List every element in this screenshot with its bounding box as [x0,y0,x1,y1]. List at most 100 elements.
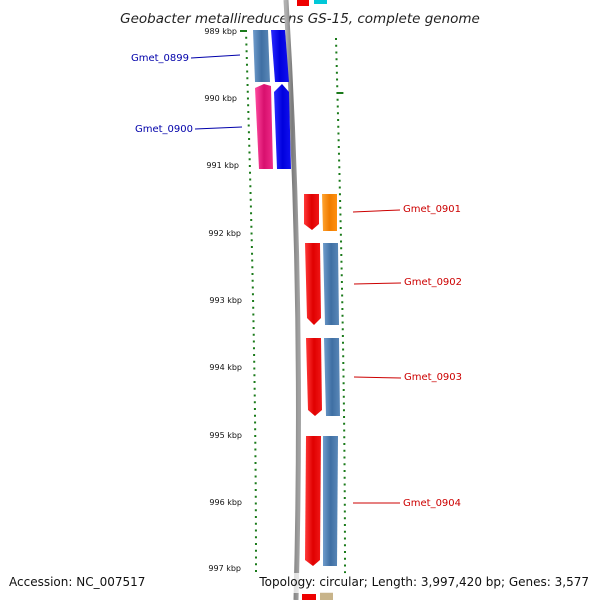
ruler-tick [338,159,341,162]
ruler-tick [250,225,253,228]
gene-gmet-0899-arrow-a[interactable] [253,30,270,82]
ruler-tick [340,260,343,263]
ruler-tick [254,455,257,458]
ruler-tick [252,347,255,350]
gene-gmet-0900-arrow-b[interactable] [274,84,291,169]
gene-gmet-0899-arrow-b[interactable] [271,30,289,82]
ruler-tick [341,308,344,310]
ruler-tick [343,416,346,418]
ruler-tick [342,368,345,371]
ruler-tick [254,468,257,471]
gene-label-gmet-0902[interactable]: Gmet_0902 [404,277,462,288]
ruler-tick [253,414,256,417]
ruler-label-996: 996 kbp [209,498,242,507]
ruler-tick [343,530,346,533]
ruler-tick [251,286,254,289]
gene-partial-top-cyan[interactable] [314,0,327,4]
gene-label-gmet-0904[interactable]: Gmet_0904 [403,498,461,509]
ruler-tick [343,517,346,520]
ruler-tick [248,165,251,167]
ruler-tick [341,341,344,344]
ruler-tick [339,200,342,202]
gene-label-gmet-0900[interactable]: Gmet_0900 [135,124,193,135]
ruler-tick [343,510,346,513]
ruler-tick [250,239,253,242]
ruler-tick [251,279,254,282]
gene-gmet-0902-arrow-a[interactable] [305,243,321,325]
ruler-tick [341,314,344,317]
gene-partial-top-red[interactable] [297,0,309,6]
ruler-tick [338,173,341,175]
gene-label-gmet-0903[interactable]: Gmet_0903 [404,372,462,383]
ruler-tick [341,294,344,297]
ruler-tick [343,490,346,493]
gene-partial-bottom-tan[interactable] [320,592,333,600]
ruler-tick [254,543,257,545]
leader-gmet-0900 [194,126,243,130]
gene-label-gmet-0901[interactable]: Gmet_0901 [403,204,461,215]
ruler-tick [240,30,247,32]
gene-gmet-0903-arrow-a[interactable] [306,338,322,416]
ruler-tick [247,104,250,107]
ruler-tick [252,320,255,323]
ruler-tick [342,402,345,405]
ruler-tick [246,97,249,100]
ruler-label-993: 993 kbp [209,296,242,305]
ruler-tick [343,476,346,479]
gene-gmet-0901[interactable] [304,194,337,231]
gene-gmet-0900[interactable] [255,84,291,169]
ruler-tick [340,274,343,277]
ruler-tick [254,475,257,478]
gene-partial-bottom-red[interactable] [302,594,316,600]
gene-gmet-0904[interactable] [305,436,338,566]
ruler-tick [253,408,256,410]
gene-gmet-0901-arrow-b[interactable] [322,194,337,231]
ruler-tick [250,232,253,235]
ruler-tick [342,395,345,398]
gene-gmet-0900-arrow-a[interactable] [255,84,273,169]
ruler-tick [253,354,256,356]
ruler-tick [251,259,254,262]
ruler-tick [250,246,253,248]
ruler-tick [336,78,339,81]
ruler-tick [246,77,249,80]
ruler-tick [249,185,252,188]
ruler-tick [341,287,344,290]
footer-accession: Accession: NC_007517 [9,575,145,589]
ruler-tick [253,401,256,404]
gene-gmet-0904-arrow-b[interactable] [323,436,338,566]
ruler-tick [245,63,248,66]
gene-gmet-0901-arrow-a[interactable] [304,194,319,230]
ruler-tick [247,131,250,134]
ruler-tick [342,382,345,385]
ruler-tick [254,556,257,559]
gene-gmet-0903[interactable] [306,338,340,416]
ruler-tick [338,166,341,169]
ruler-tick [245,43,248,46]
gene-gmet-0903-arrow-b[interactable] [324,338,340,416]
ruler-tick [254,529,257,532]
ruler-tick [252,300,255,302]
ruler-tick [335,71,338,74]
gene-gmet-0902[interactable] [305,243,339,325]
ruler-tick [338,193,341,196]
ruler-tick [343,463,346,466]
ruler-tick [341,328,344,331]
ruler-tick [337,152,340,155]
ruler-tick [336,98,339,101]
ruler-tick [340,267,343,270]
gene-gmet-0904-arrow-a[interactable] [305,436,321,566]
ruler-label-997: 997 kbp [208,564,241,573]
ruler-tick [339,233,342,236]
ruler-tick [248,144,251,147]
ruler-tick [253,387,256,390]
ruler-tick [343,551,346,553]
gene-label-gmet-0899[interactable]: Gmet_0899 [131,53,189,64]
leader-gmet-0903 [353,376,402,379]
ruler-tick [251,252,254,255]
gene-gmet-0899[interactable] [253,30,289,82]
ruler-tick [336,105,339,108]
ruler-tick [342,362,345,364]
ruler-tick [249,198,252,201]
gene-gmet-0902-arrow-b[interactable] [323,243,339,325]
